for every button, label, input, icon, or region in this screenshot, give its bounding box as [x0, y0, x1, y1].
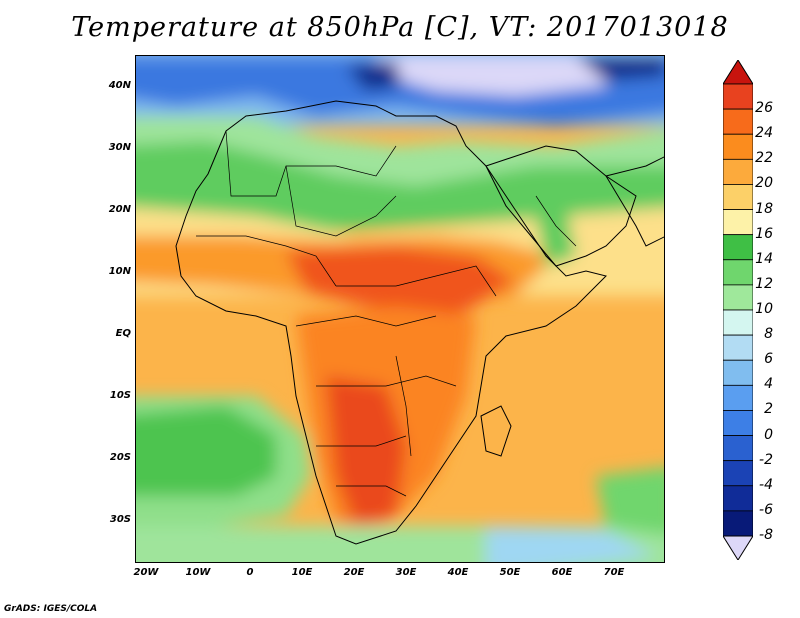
colorbar-box [723, 435, 753, 462]
colorbar-label: 18 [755, 200, 773, 217]
colorbar-label: 26 [755, 100, 773, 117]
lon-label-50e: 50E [499, 567, 521, 578]
colorbar-label: 2 [764, 401, 773, 418]
coastlines [175, 100, 664, 545]
lon-label-70e: 70E [603, 567, 625, 578]
lon-label-10w: 10W [185, 567, 211, 578]
lon-label-40e: 40E [447, 567, 469, 578]
colorbar-box [723, 410, 753, 436]
colorbar-box [723, 234, 753, 261]
lat-label-20n: 20N [108, 204, 131, 215]
colorbar-label: 14 [755, 250, 773, 267]
lat-label-30n: 30N [108, 142, 131, 153]
colorbar-label: 0 [764, 426, 773, 443]
lon-label-60e: 60E [551, 567, 573, 578]
lat-label-40n: 40N [108, 80, 131, 91]
colorbar-top-triangle [723, 60, 753, 85]
lon-label-10e: 10E [291, 567, 313, 578]
country-borders [196, 130, 577, 497]
colorbar-label: 22 [755, 150, 773, 167]
colorbar-box [723, 334, 753, 361]
credit-text: GrADS: IGES/COLA [4, 604, 98, 614]
colorbar-box [723, 259, 753, 286]
colorbar-label: 6 [764, 351, 773, 368]
lon-label-0: 0 [246, 567, 254, 578]
lat-label-eq: EQ [115, 328, 131, 339]
lon-label-20w: 20W [133, 567, 159, 578]
colorbar-bottom-triangle [723, 535, 753, 560]
colorbar-label: -2 [759, 451, 773, 468]
lat-label-10s: 10S [109, 390, 131, 401]
colorbar-box [723, 184, 753, 210]
colorbar-box [723, 460, 753, 487]
lat-label-10n: 10N [108, 266, 131, 277]
lon-label-20e: 20E [343, 567, 365, 578]
lon-label-30e: 30E [395, 567, 417, 578]
colorbar-label: 8 [764, 326, 773, 343]
lat-label-20s: 20S [109, 452, 131, 463]
colorbar-label: 24 [755, 125, 773, 142]
colorbar-label: -8 [759, 527, 773, 543]
colorbar-label: 20 [755, 175, 773, 192]
colorbar-label: 4 [764, 376, 773, 393]
map-title: Temperature at 850hPa [C], VT: 201701301… [71, 12, 729, 43]
colorbar-label: 16 [755, 225, 773, 242]
colorbar-label: -6 [759, 501, 773, 518]
colorbar-box [723, 284, 753, 311]
temperature-map [135, 55, 665, 563]
colorbar-label: 12 [755, 275, 773, 292]
colorbar-label: 10 [755, 301, 773, 317]
temperature-field [136, 56, 664, 562]
colorbar-label: -4 [759, 476, 773, 493]
lat-label-30s: 30S [109, 514, 131, 525]
colorbar [723, 60, 753, 560]
